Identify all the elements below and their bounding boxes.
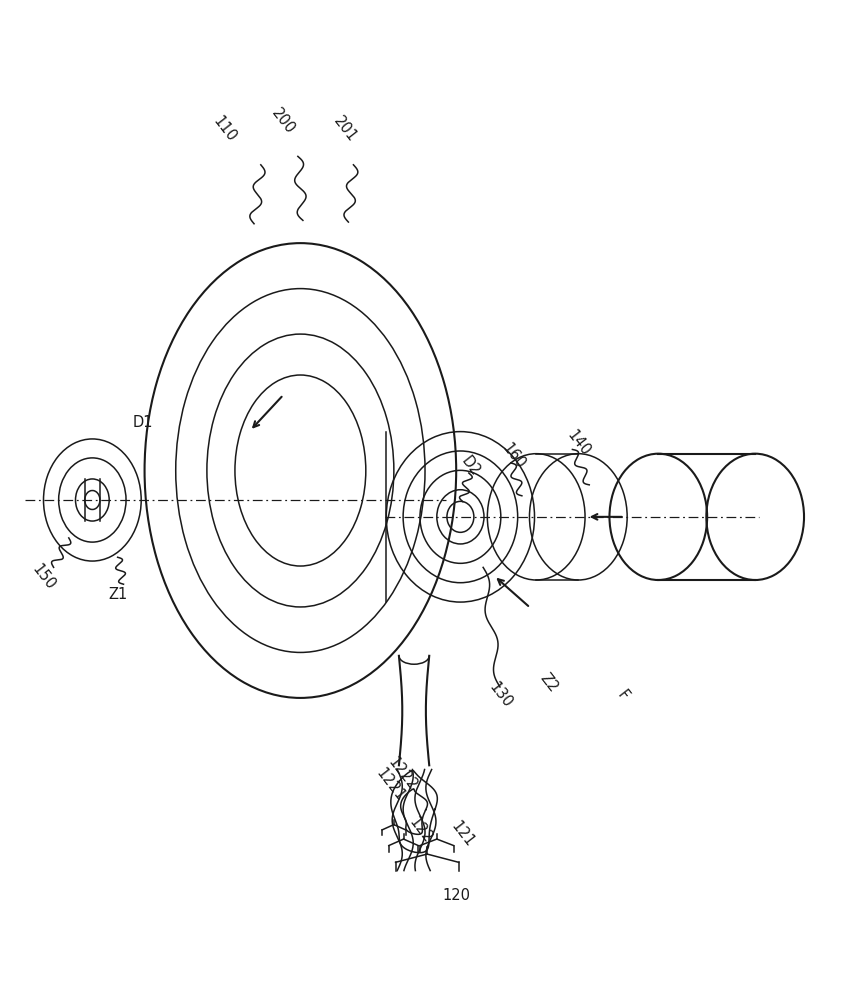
Text: 1222: 1222 bbox=[384, 754, 419, 793]
Text: 130: 130 bbox=[486, 680, 515, 711]
Text: 1221: 1221 bbox=[373, 765, 408, 804]
Text: Z1: Z1 bbox=[108, 587, 127, 602]
Text: 201: 201 bbox=[330, 114, 359, 145]
Text: 120: 120 bbox=[441, 888, 469, 903]
Text: F: F bbox=[614, 688, 630, 703]
Text: 110: 110 bbox=[210, 114, 239, 145]
Text: 150: 150 bbox=[29, 562, 58, 593]
Text: 121: 121 bbox=[448, 819, 477, 850]
Text: D2: D2 bbox=[457, 454, 482, 479]
Text: 200: 200 bbox=[268, 105, 298, 137]
Text: Z2: Z2 bbox=[536, 671, 560, 695]
Text: 140: 140 bbox=[563, 427, 592, 458]
Text: D1: D1 bbox=[133, 415, 153, 430]
Text: 160: 160 bbox=[498, 441, 528, 472]
Text: 122: 122 bbox=[406, 815, 435, 846]
